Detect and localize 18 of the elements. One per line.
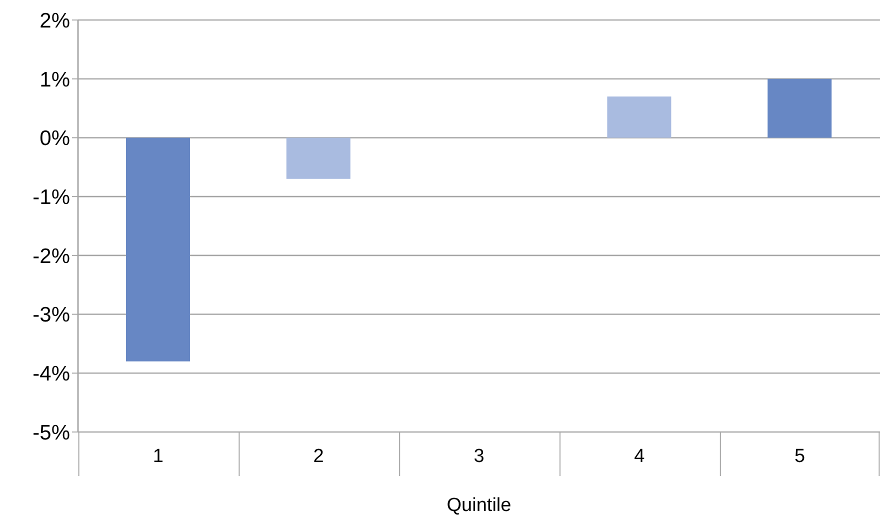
bar <box>286 138 350 179</box>
bar <box>768 78 832 138</box>
x-tick-label: 4 <box>634 446 646 467</box>
bar <box>126 138 190 362</box>
y-tick-label: -3% <box>32 304 70 327</box>
y-tick-label: -4% <box>32 362 70 386</box>
x-tick-label: 3 <box>474 446 484 467</box>
y-tick-label: 2% <box>40 9 70 32</box>
y-tick-label: 0% <box>40 127 70 150</box>
x-tick-label: 1 <box>152 446 164 467</box>
x-tick-label: 2 <box>313 446 324 467</box>
y-tick-label: -5% <box>32 421 70 444</box>
y-tick-label: 1% <box>40 68 70 92</box>
x-tick-label: 5 <box>794 446 806 467</box>
x-axis-title: Quintile <box>446 495 512 516</box>
y-tick-label: -1% <box>32 186 70 210</box>
y-tick-label: -2% <box>32 244 70 268</box>
bar <box>607 96 672 138</box>
